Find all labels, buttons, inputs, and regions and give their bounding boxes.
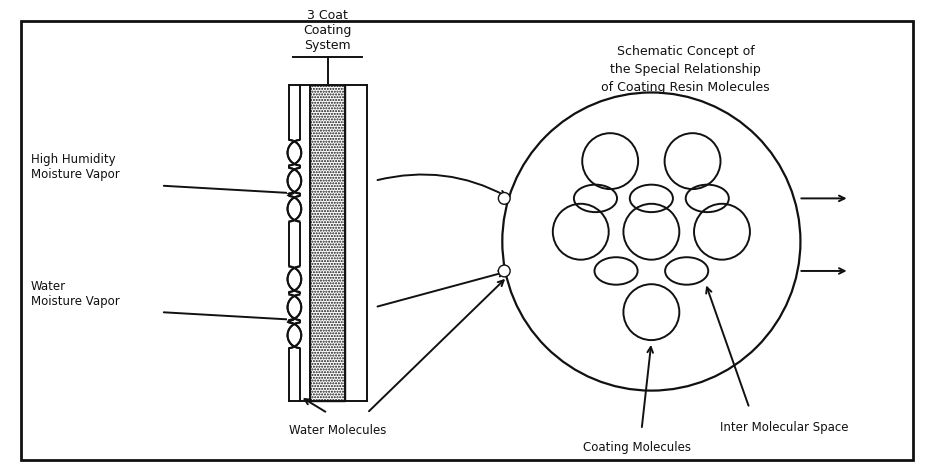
Bar	[288, 168, 303, 194]
Bar	[287, 168, 302, 194]
Bar	[288, 267, 303, 292]
Circle shape	[623, 284, 679, 340]
Text: Coating Molecules: Coating Molecules	[583, 441, 690, 454]
Text: Schematic Concept of
the Special Relationship
of Coating Resin Molecules: Schematic Concept of the Special Relatio…	[601, 45, 770, 94]
Text: 3 Coat
Coating
System: 3 Coat Coating System	[304, 9, 352, 52]
Bar	[288, 322, 303, 348]
Bar	[287, 267, 302, 292]
Bar	[287, 140, 302, 166]
Circle shape	[499, 193, 510, 204]
Bar	[287, 196, 302, 221]
Circle shape	[499, 265, 510, 277]
Circle shape	[553, 204, 609, 260]
Text: High Humidity
Moisture Vapor: High Humidity Moisture Vapor	[31, 153, 120, 181]
Circle shape	[694, 204, 750, 260]
Text: Water Molecules: Water Molecules	[289, 424, 387, 438]
Bar	[288, 196, 303, 221]
Circle shape	[665, 133, 720, 189]
Text: Inter Molecular Space: Inter Molecular Space	[719, 421, 848, 434]
Circle shape	[582, 133, 638, 189]
Text: Water
Moisture Vapor: Water Moisture Vapor	[31, 279, 120, 308]
Circle shape	[623, 204, 679, 260]
Bar	[287, 295, 302, 320]
Bar	[310, 84, 346, 401]
Bar	[287, 322, 302, 348]
Bar	[288, 140, 303, 166]
Bar	[288, 295, 303, 320]
